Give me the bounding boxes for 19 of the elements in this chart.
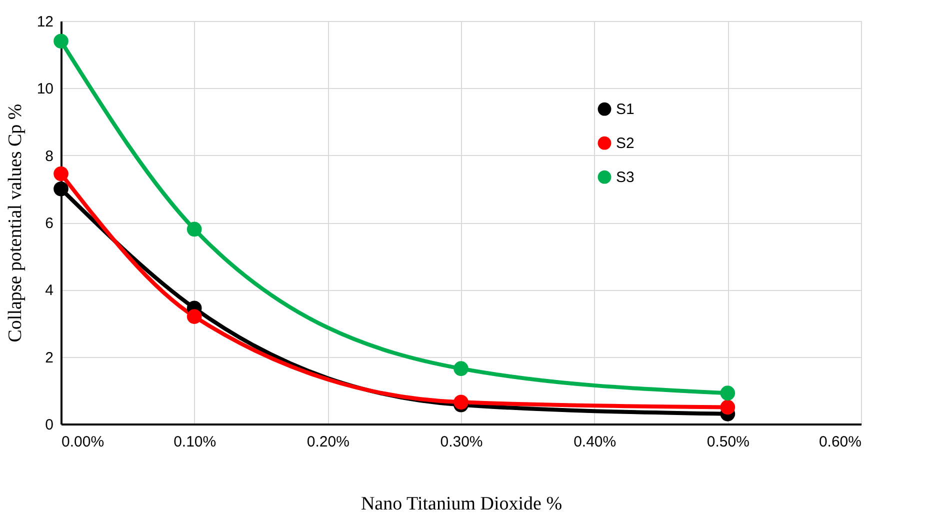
y-tick-label: 0 xyxy=(45,416,54,434)
legend-label: S3 xyxy=(616,169,634,186)
x-tick-label: 0.00% xyxy=(62,434,104,450)
x-tick-label: 0.10% xyxy=(174,434,216,450)
x-axis-title: Nano Titanium Dioxide % xyxy=(360,494,562,514)
y-axis-title: Collapse potential values Cp % xyxy=(4,104,26,342)
y-tick-label: 4 xyxy=(45,282,54,300)
x-tick-label: 0.60% xyxy=(818,434,862,450)
x-tick-label: 0.50% xyxy=(706,434,750,450)
x-tick-label: 0.30% xyxy=(440,434,483,450)
legend-label: S2 xyxy=(616,135,634,152)
y-tick-label: 12 xyxy=(36,14,54,30)
y-tick-label: 6 xyxy=(45,215,54,232)
x-tick-label: 0.20% xyxy=(306,434,350,450)
y-tick-label: 8 xyxy=(45,148,54,165)
y-tick-label: 2 xyxy=(45,349,54,366)
legend-label: S1 xyxy=(616,101,634,118)
y-tick-label: 10 xyxy=(36,80,54,98)
x-tick-label: 0.40% xyxy=(574,434,616,450)
